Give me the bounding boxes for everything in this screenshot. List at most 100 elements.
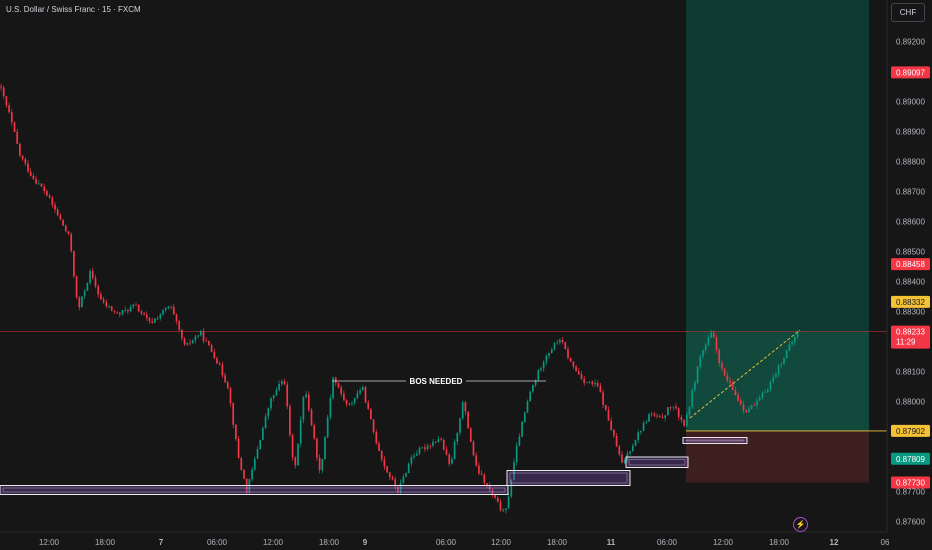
order-block-zone[interactable] — [625, 456, 689, 468]
candle[interactable] — [480, 470, 483, 476]
candle[interactable] — [742, 400, 745, 414]
candle[interactable] — [94, 274, 97, 289]
candle[interactable] — [75, 275, 78, 300]
candle[interactable] — [291, 433, 294, 461]
candle[interactable] — [348, 402, 351, 406]
candle[interactable] — [793, 335, 796, 346]
candle[interactable] — [210, 343, 213, 353]
candle[interactable] — [102, 296, 105, 304]
candle[interactable] — [748, 405, 750, 413]
candle[interactable] — [2, 85, 5, 99]
candle[interactable] — [510, 478, 513, 498]
candle[interactable] — [10, 108, 13, 126]
candle[interactable] — [723, 367, 726, 377]
candle[interactable] — [661, 413, 664, 419]
candle[interactable] — [731, 379, 734, 391]
candle[interactable] — [154, 317, 156, 323]
candle[interactable] — [372, 419, 375, 435]
candle[interactable] — [699, 354, 702, 370]
candle[interactable] — [8, 102, 10, 114]
position-target-zone-upper[interactable] — [686, 0, 869, 332]
candle[interactable] — [124, 306, 127, 313]
candle[interactable] — [580, 370, 583, 381]
candle[interactable] — [669, 406, 672, 411]
candle[interactable] — [432, 438, 434, 448]
candle[interactable] — [645, 419, 648, 425]
candle[interactable] — [186, 342, 189, 346]
position-stop-zone[interactable] — [686, 430, 869, 483]
candle[interactable] — [667, 407, 669, 416]
candle[interactable] — [680, 414, 683, 423]
candle[interactable] — [121, 310, 124, 316]
candle[interactable] — [70, 232, 73, 253]
candle[interactable] — [197, 335, 199, 339]
candle[interactable] — [237, 436, 240, 459]
candle[interactable] — [137, 304, 140, 313]
candle[interactable] — [602, 389, 604, 408]
candle[interactable] — [750, 404, 753, 410]
candle[interactable] — [707, 334, 710, 347]
candle[interactable] — [788, 340, 791, 352]
candle[interactable] — [189, 339, 191, 346]
candle[interactable] — [453, 439, 456, 460]
candle[interactable] — [35, 175, 37, 185]
candle[interactable] — [316, 437, 318, 461]
candle[interactable] — [623, 458, 626, 465]
order-block-zone[interactable] — [506, 470, 631, 486]
order-block-zone[interactable] — [682, 437, 748, 444]
candle[interactable] — [329, 394, 332, 420]
candle[interactable] — [110, 305, 113, 312]
candle[interactable] — [361, 385, 364, 391]
candle[interactable] — [367, 399, 370, 411]
candle[interactable] — [224, 372, 226, 384]
candle[interactable] — [43, 183, 46, 195]
candle[interactable] — [556, 339, 559, 346]
candle[interactable] — [631, 443, 634, 452]
candle[interactable] — [575, 365, 577, 372]
candle[interactable] — [310, 407, 313, 426]
candle[interactable] — [496, 496, 499, 503]
candle[interactable] — [364, 385, 367, 404]
candle[interactable] — [232, 402, 235, 429]
candle[interactable] — [256, 446, 259, 460]
bos-needed-label[interactable]: BOS NEEDED — [410, 377, 463, 386]
candle[interactable] — [694, 380, 696, 392]
candle[interactable] — [434, 441, 437, 444]
candle[interactable] — [472, 440, 475, 457]
order-block-zone[interactable] — [0, 485, 509, 495]
candle[interactable] — [634, 439, 637, 447]
candle[interactable] — [653, 411, 656, 418]
candle[interactable] — [216, 356, 218, 365]
candle[interactable] — [577, 367, 580, 376]
candle[interactable] — [777, 363, 780, 377]
candle[interactable] — [529, 390, 532, 402]
candle[interactable] — [537, 369, 540, 382]
candle[interactable] — [191, 339, 194, 344]
candle[interactable] — [213, 348, 216, 360]
candle[interactable] — [78, 295, 81, 311]
candle[interactable] — [251, 466, 253, 482]
candle[interactable] — [127, 308, 129, 314]
candle[interactable] — [143, 311, 145, 316]
candle[interactable] — [297, 443, 299, 466]
candle[interactable] — [561, 337, 564, 345]
candle[interactable] — [262, 425, 264, 441]
candle[interactable] — [286, 381, 289, 410]
candle[interactable] — [677, 407, 680, 421]
candle[interactable] — [615, 432, 618, 448]
candle[interactable] — [758, 394, 761, 402]
candle[interactable] — [532, 384, 534, 394]
candle[interactable] — [270, 396, 272, 411]
candle[interactable] — [167, 305, 170, 310]
candle[interactable] — [572, 361, 575, 369]
candle[interactable] — [456, 432, 459, 446]
candle[interactable] — [683, 418, 685, 428]
candle[interactable] — [523, 411, 526, 424]
candle[interactable] — [105, 299, 108, 309]
candle[interactable] — [688, 405, 691, 418]
candle[interactable] — [761, 390, 764, 400]
candle[interactable] — [461, 400, 464, 420]
candle[interactable] — [648, 412, 650, 423]
